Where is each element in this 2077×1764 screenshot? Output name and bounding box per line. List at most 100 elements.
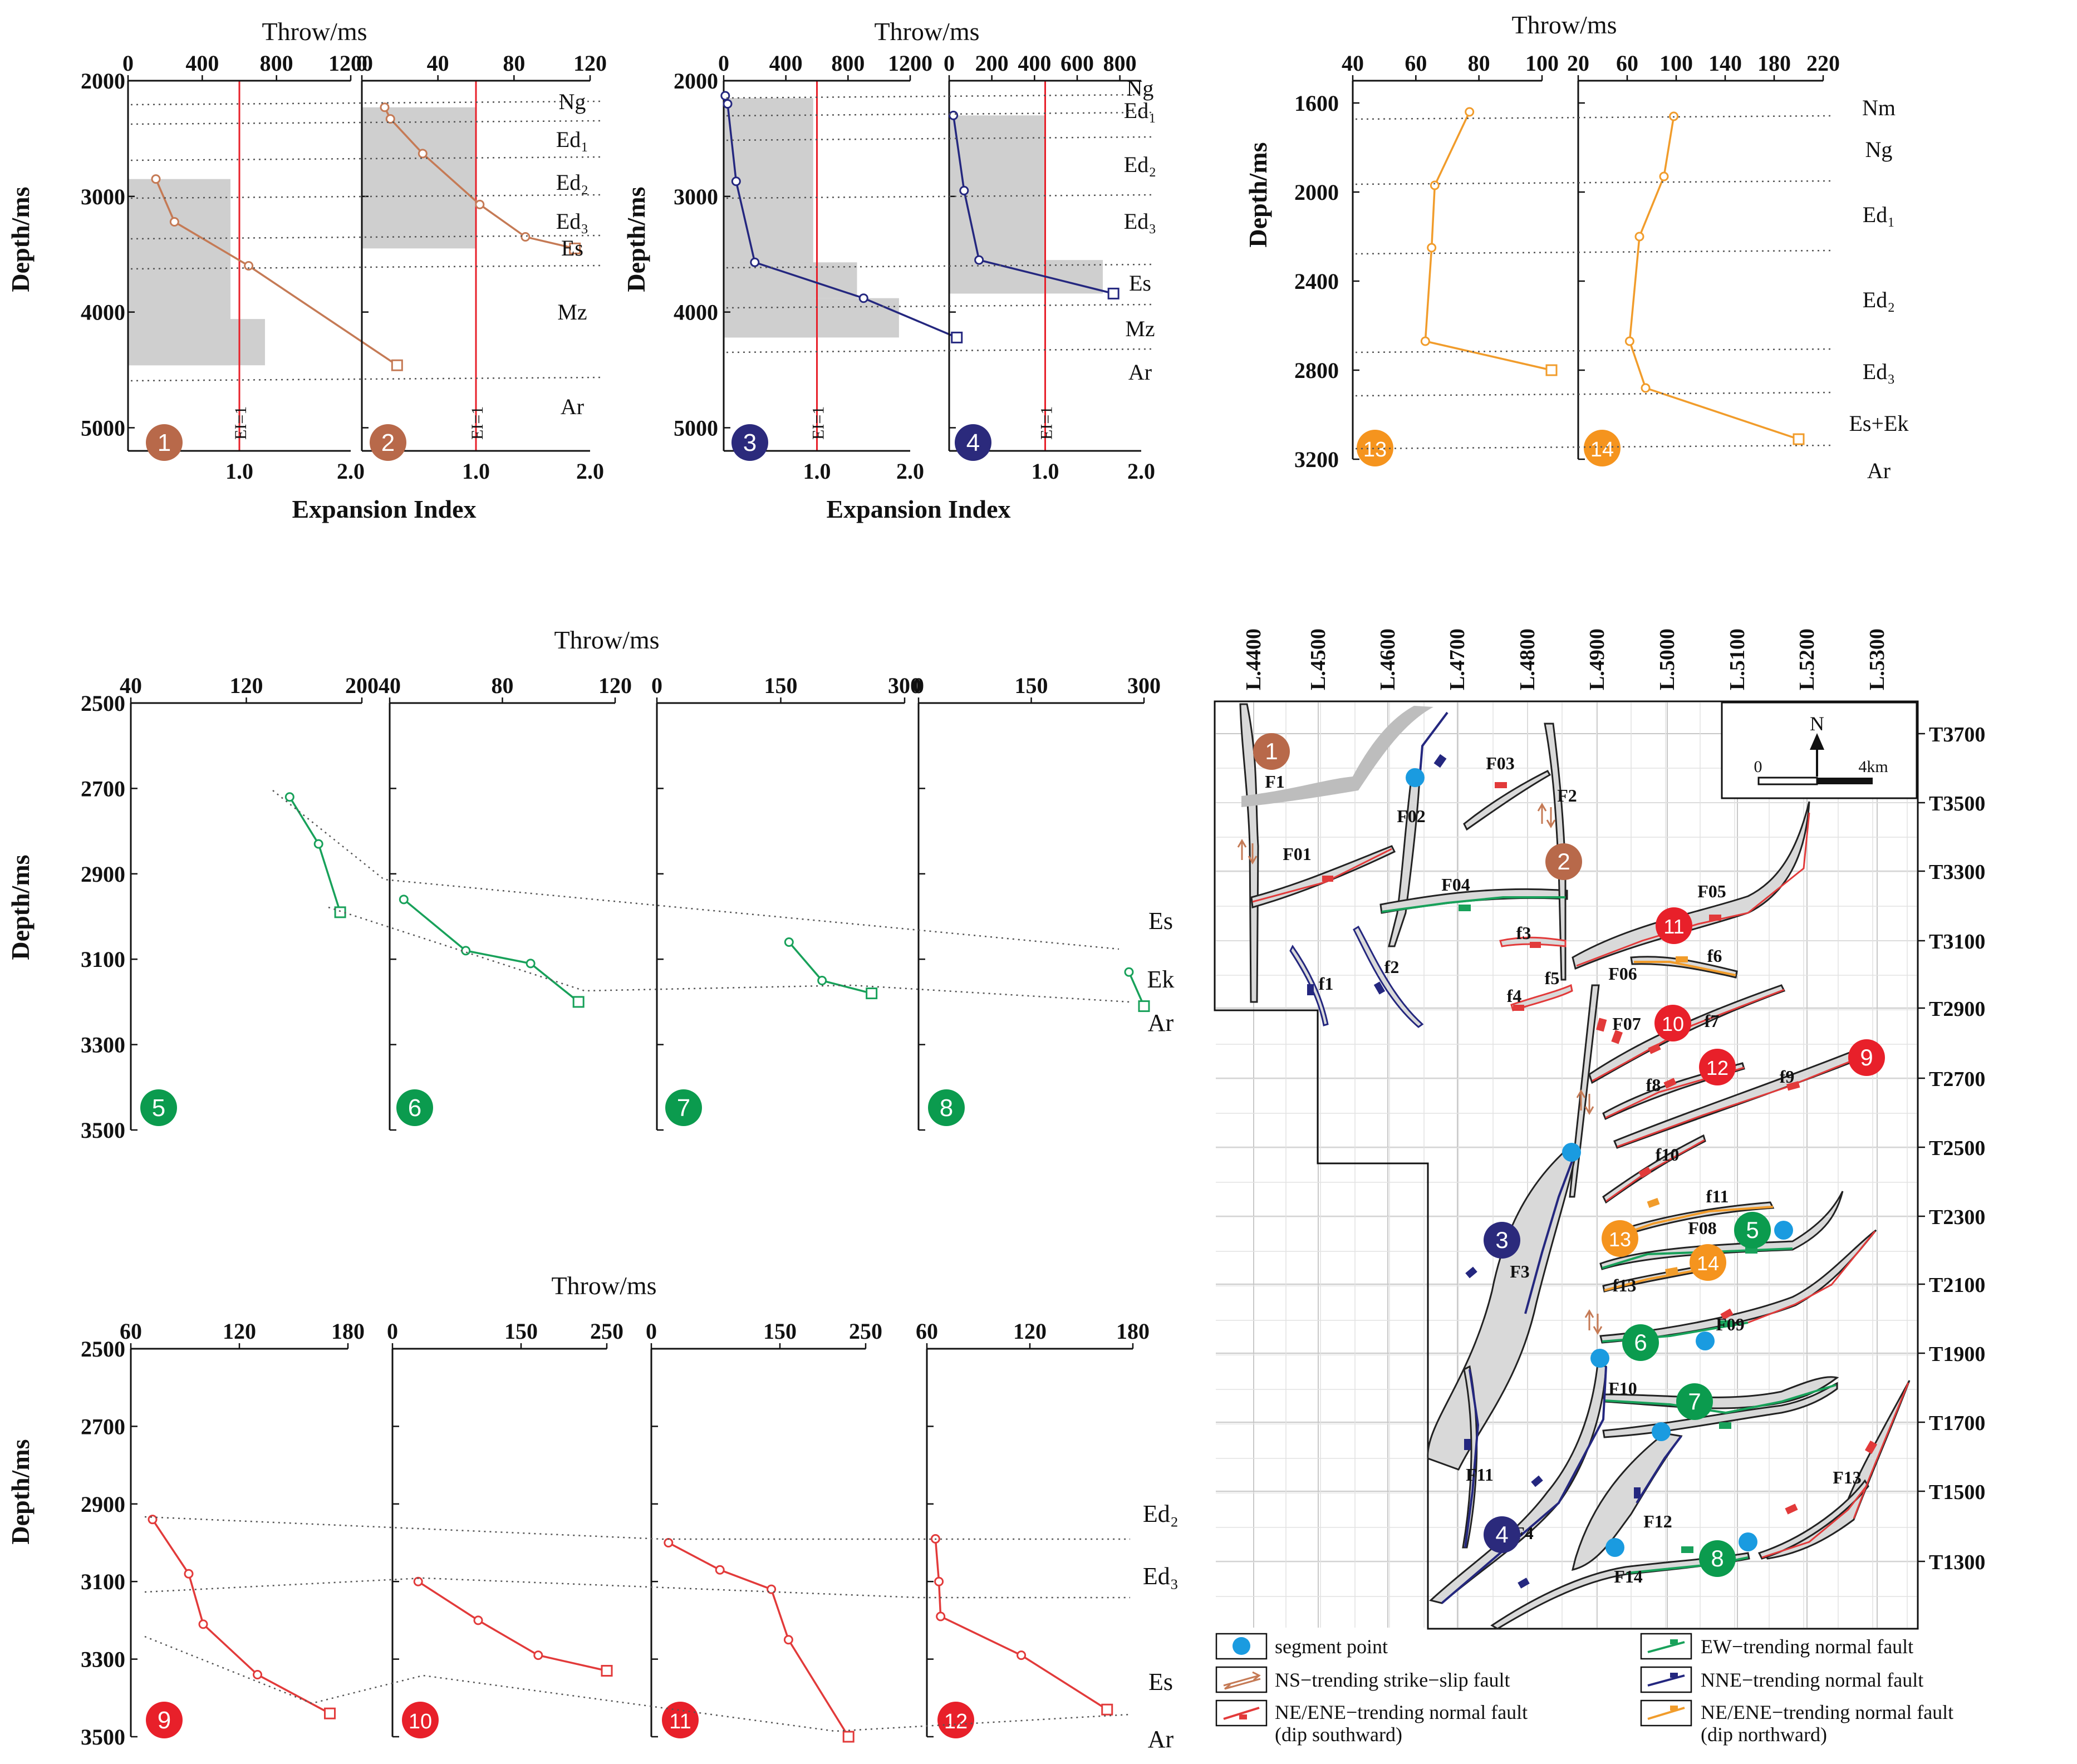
fault-label: f13 (1613, 1275, 1637, 1295)
tick-marker (1647, 1197, 1660, 1208)
scale-zero: 0 (1754, 758, 1762, 776)
throw-tick-label: 0 (356, 51, 367, 76)
map-well-badge-label: 4 (1495, 1521, 1508, 1547)
survey-outline (1214, 700, 1919, 1630)
y-tick-label: 3000 (674, 184, 718, 209)
data-point (1430, 180, 1440, 190)
strike-slip-icon (1223, 1671, 1261, 1690)
segment-point (1696, 1331, 1715, 1350)
data-point (750, 257, 760, 267)
layer-boundary (144, 1516, 1130, 1540)
data-point (151, 174, 161, 184)
throw-line (1628, 116, 1799, 440)
arrow-down (1248, 843, 1258, 864)
layer-boundary (130, 120, 602, 125)
trace-label: T1500 (1929, 1481, 1985, 1504)
data-point-end (601, 1665, 613, 1677)
segment-point (1774, 1221, 1793, 1240)
data-point (461, 946, 471, 956)
subplot-3: EI=1 1.0 2.0 0 400 800 1200 3 (718, 51, 963, 484)
fault-label: f6 (1707, 946, 1722, 966)
y-tick-label: 3100 (81, 1569, 125, 1594)
fault-f3-body (1427, 1146, 1578, 1471)
fault-label: F1 (1265, 772, 1285, 792)
throw-tick-label: 150 (764, 673, 798, 698)
layer-label: Es (1129, 271, 1151, 296)
chart-panel-wells-5-8: Throw/ms Depth/ms 2500 2700 2900 3100 3300 3500… (6, 626, 1174, 1143)
fault-label: F09 (1716, 1314, 1745, 1334)
fault-blue-f2 (1353, 925, 1424, 1028)
data-point-end (324, 1707, 336, 1719)
green-fault-icon (1647, 1641, 1685, 1653)
tick-marker (1638, 1166, 1652, 1178)
tick-marker (1676, 956, 1688, 962)
throw-tick-label: 1200 (888, 51, 932, 76)
chart-title: Throw/ms (551, 1271, 656, 1300)
fault-label: F3 (1510, 1261, 1530, 1281)
chart-panel-wells-13-14: Throw/ms Depth/ms 1600 2000 2400 2800 3200 40 60… (1244, 11, 1909, 483)
throw-tick-label: 60 (1405, 51, 1427, 76)
well-badge-label: 12 (944, 1710, 968, 1733)
data-point (418, 149, 428, 159)
data-point (385, 114, 395, 124)
map-well-badge (1848, 1039, 1885, 1076)
segment-points (1406, 768, 1793, 1557)
throw-tick-label: 250 (590, 1319, 623, 1344)
throw-tick-label: 120 (573, 51, 607, 76)
fault-red-f09 (1747, 1231, 1876, 1324)
well-badge-label: 8 (940, 1094, 953, 1122)
trace-label: T3100 (1929, 930, 1985, 954)
scale-bar-white (1757, 777, 1818, 785)
chart-title: Throw/ms (262, 17, 367, 46)
layer-boundary (726, 111, 1153, 117)
fault-label: F11 (1466, 1465, 1494, 1485)
tick-marker (1433, 754, 1447, 768)
segment-point (1406, 768, 1425, 787)
fault-f05-body (1572, 801, 1810, 970)
throw-tick-label: 800 (260, 51, 293, 76)
data-point (1420, 336, 1430, 346)
layer-label: Ed₂ (1143, 1500, 1179, 1527)
well-badge-label: 3 (743, 429, 757, 456)
layer-boundary (130, 156, 602, 161)
tick-marker (1719, 1422, 1731, 1429)
map-well-badge (1253, 733, 1290, 770)
well-badge-label: 4 (966, 429, 980, 456)
x-axis-label-ei: Expansion Index (826, 495, 1010, 523)
layer-boundary (144, 1577, 1130, 1599)
chart-title: Throw/ms (874, 17, 979, 46)
map-well-badge-label: 7 (1688, 1388, 1701, 1414)
map-well-badge-label: 13 (1609, 1228, 1631, 1251)
data-point (664, 1538, 674, 1547)
throw-tick-label: 0 (651, 673, 662, 698)
layer-label: Ng (559, 89, 586, 114)
data-point (731, 176, 741, 186)
data-point-end (1138, 1000, 1150, 1013)
subplot-14: 20 60 100 140 180 220 14 Nm Ng Ed₁ Ed₂ Ed₃ Es+Ek Ar (1567, 51, 1909, 483)
layer-label: Ed₂ (1863, 287, 1895, 312)
tick-marker (1648, 1043, 1661, 1054)
scale-label: 4km (1858, 758, 1888, 776)
trace-label: T1700 (1929, 1412, 1985, 1435)
layer-boundary (1355, 348, 1835, 353)
y-tick-label: 3100 (81, 947, 125, 972)
well-badge-label: 14 (1590, 438, 1614, 461)
throw-line (934, 1539, 1108, 1711)
layer-boundary (1355, 444, 1835, 450)
fault-red-f9 (1617, 1053, 1870, 1148)
well-badge-label: 2 (381, 429, 395, 456)
ei-tick-label: 1.0 (225, 459, 253, 484)
tick-marker (1530, 942, 1541, 948)
throw-tick-label: 1200 (328, 51, 373, 76)
ei-tick-label: 2.0 (896, 459, 924, 484)
fault-red-f4 (1510, 984, 1573, 1011)
data-point (184, 1569, 194, 1579)
ei-tick-label: 2.0 (1127, 459, 1155, 484)
throw-tick-label: 80 (1468, 51, 1490, 76)
subplot-12: 60 120 180 12 (916, 1319, 1150, 1738)
layer-label: Ar (561, 394, 584, 419)
segment-point (1590, 1349, 1609, 1368)
fault-blue-f02 (1418, 711, 1449, 780)
legend-ne-south-sub: (dip southward) (1275, 1723, 1402, 1746)
